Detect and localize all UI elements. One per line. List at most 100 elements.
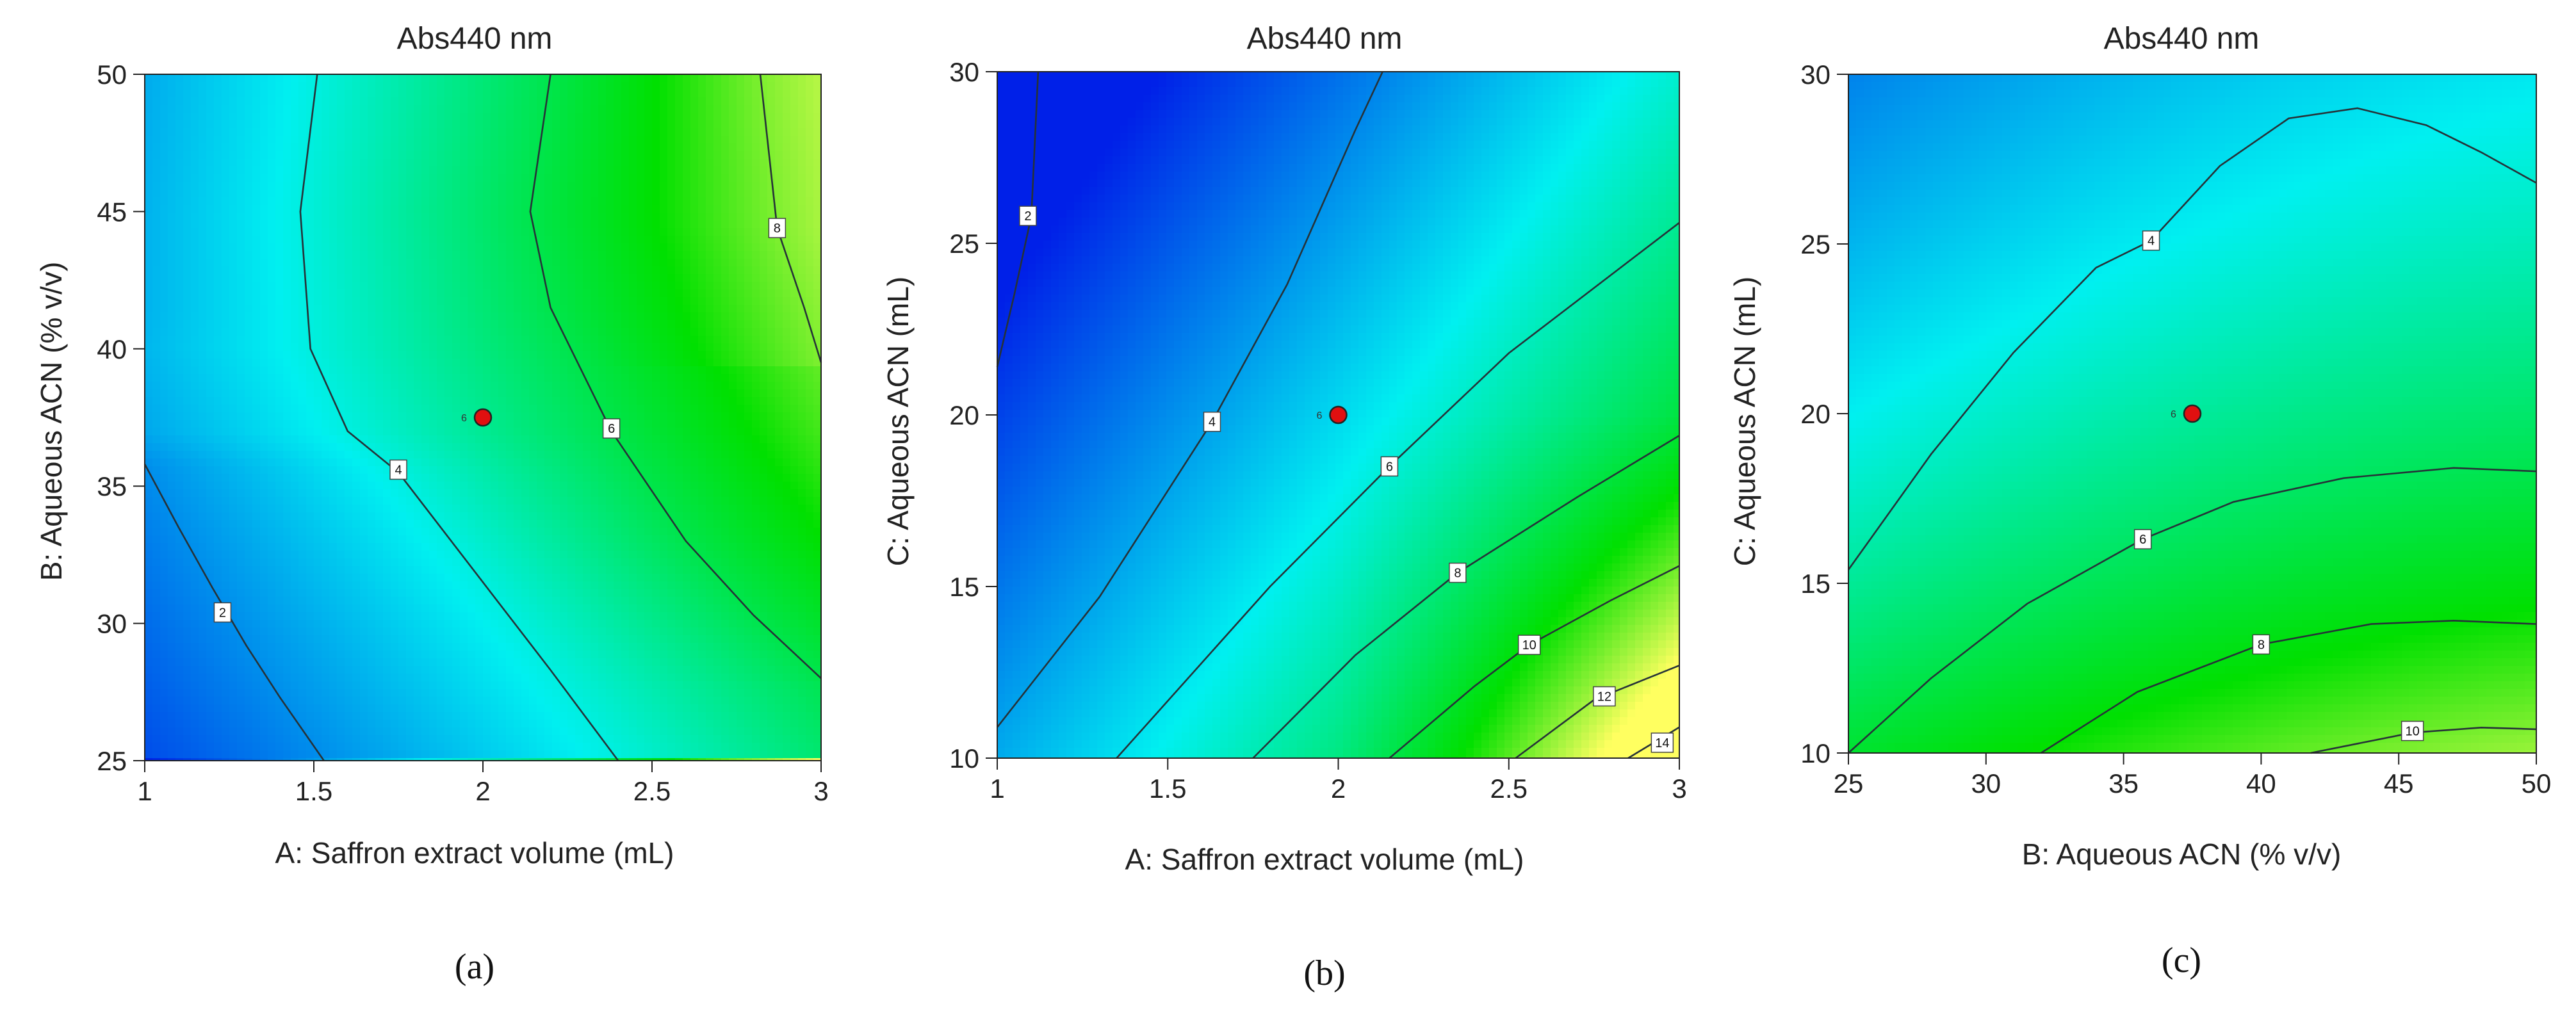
heatmap-cell [783,82,791,90]
heatmap-cell [421,220,430,229]
heatmap-cell [291,205,299,213]
heatmap-cell [591,159,599,167]
heatmap-cell [713,197,722,206]
heatmap-cell [199,174,207,182]
heatmap-cell [175,190,184,198]
heatmap-cell [452,128,461,136]
heatmap-cell [652,74,660,83]
heatmap-cell [629,113,637,121]
heatmap-cell [721,190,730,198]
heatmap-cell [713,151,722,159]
heatmap-cell [437,120,445,129]
heatmap-cell [444,136,453,144]
heatmap-cell [168,74,176,83]
heatmap-cell [468,105,476,113]
heatmap-cell [329,90,338,98]
heatmap-cell [222,166,230,175]
heatmap-cell [790,105,799,113]
heatmap-cell [713,128,722,136]
heatmap-cell [329,143,338,152]
heatmap-cell [514,105,522,113]
heatmap-cell [667,97,676,106]
heatmap-cell [468,220,476,229]
heatmap-cell [398,128,407,136]
heatmap-cell [160,82,168,90]
heatmap-cell [729,190,737,198]
heatmap-cell [783,166,791,175]
heatmap-cell [406,113,414,121]
heatmap-cell [790,113,799,121]
heatmap-cell [398,220,407,229]
heatmap-cell [690,213,699,221]
heatmap-cell [345,174,353,182]
heatmap-cell [352,197,361,206]
heatmap-cell [637,82,645,90]
heatmap-cell [452,136,461,144]
heatmap-cell [421,190,430,198]
heatmap-cell [175,113,184,121]
heatmap-cell [637,113,645,121]
heatmap-cell [152,213,161,221]
heatmap-cell [183,190,192,198]
heatmap-cell [721,128,730,136]
heatmap-cell [652,82,660,90]
heatmap-cell [575,174,583,182]
heatmap-cell [444,143,453,152]
heatmap-cell [483,151,491,159]
heatmap-cell [514,143,522,152]
heatmap-cell [229,220,238,229]
heatmap-cell [560,220,568,229]
heatmap-cell [260,74,268,83]
heatmap-cell [652,120,660,129]
heatmap-cell [567,182,576,190]
heatmap-cell [629,213,637,221]
heatmap-cell [245,213,253,221]
heatmap-cell [537,97,545,106]
heatmap-cell [598,136,607,144]
heatmap-cell [606,74,614,83]
heatmap-cell [152,120,161,129]
panel-a-title: Abs440 nm [397,22,553,56]
heatmap-cell [398,97,407,106]
heatmap-cell [229,166,238,175]
heatmap-cell [567,113,576,121]
heatmap-cell [729,220,737,229]
heatmap-cell [199,113,207,121]
heatmap-cell [629,136,637,144]
heatmap-cell [268,174,276,182]
heatmap-cell [275,120,284,129]
heatmap-cell [637,190,645,198]
heatmap-cell [452,97,461,106]
heatmap-cell [152,228,161,236]
heatmap-cell [475,136,484,144]
heatmap-cell [621,213,630,221]
heatmap-cell [644,182,653,190]
heatmap-cell [406,120,414,129]
heatmap-cell [529,136,537,144]
heatmap-cell [191,220,199,229]
heatmap-cell [675,174,683,182]
heatmap-cell [322,120,330,129]
heatmap-cell [760,166,768,175]
heatmap-cell [444,105,453,113]
heatmap-cell [583,143,591,152]
heatmap-cell [352,174,361,182]
heatmap-cell [222,159,230,167]
heatmap-cell [813,166,821,175]
heatmap-cell [706,136,714,144]
heatmap-cell [283,151,291,159]
heatmap-cell [675,220,683,229]
heatmap-cell [375,74,384,83]
heatmap-cell [667,143,676,152]
heatmap-cell [675,90,683,98]
heatmap-cell [168,143,176,152]
heatmap-cell [752,74,760,83]
heatmap-cell [229,113,238,121]
heatmap-cell [460,105,468,113]
heatmap-cell [637,151,645,159]
heatmap-cell [498,220,507,229]
heatmap-cell [729,120,737,129]
heatmap-cell [391,90,399,98]
heatmap-cell [329,166,338,175]
heatmap-cell [629,220,637,229]
